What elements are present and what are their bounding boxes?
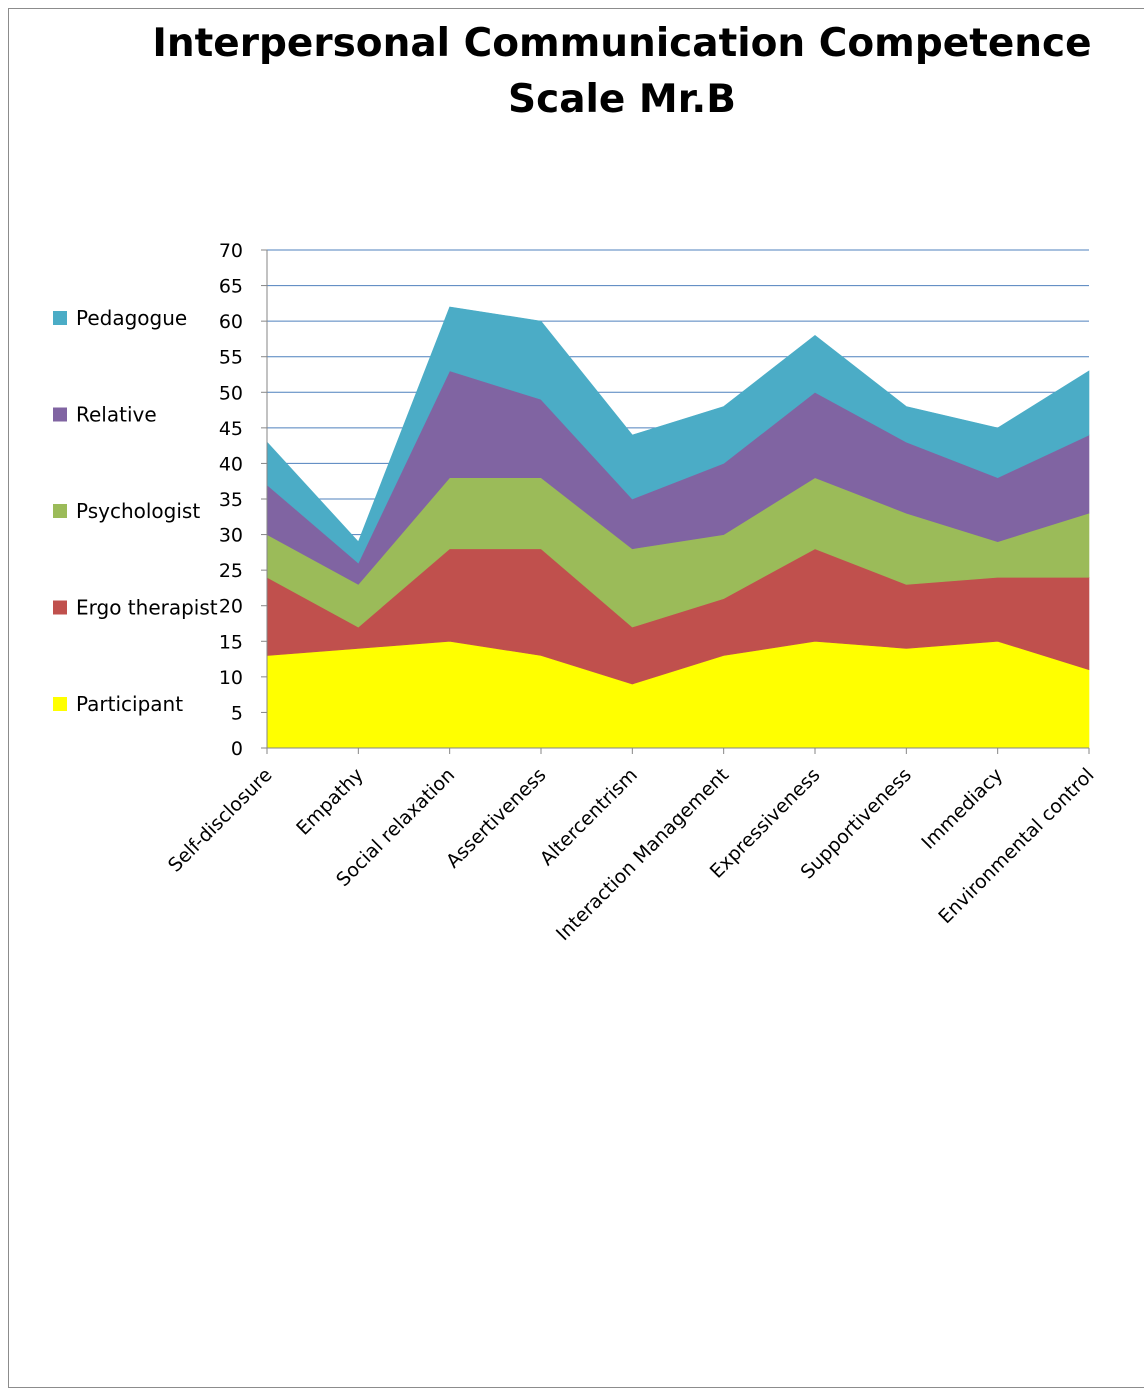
y-axis-ticks: 0 5 10 15 20 25 30 35 40 45 50 55 60 65 70	[219, 240, 243, 760]
legend-label: Psychologist	[76, 499, 200, 523]
chart-title-line-2: Scale Mr.B	[508, 77, 736, 122]
legend-swatch	[53, 407, 67, 422]
axes	[261, 249, 1090, 754]
legend-item: Ergo therapist	[53, 596, 218, 620]
y-tick-label: 35	[219, 489, 243, 511]
y-tick-label: 65	[219, 276, 243, 298]
y-tick-label: 20	[219, 596, 243, 618]
legend-swatch	[53, 311, 67, 325]
legend-label: Ergo therapist	[76, 596, 218, 620]
area-pedagogue	[266, 306, 1090, 564]
legend-label: Pedagogue	[76, 306, 187, 330]
y-tick-label: 50	[219, 382, 243, 404]
legend-swatch	[53, 697, 67, 711]
x-tick-label: Altercentrism	[536, 764, 642, 870]
y-tick-label: 55	[219, 347, 243, 369]
y-tick-label: 70	[219, 240, 243, 262]
x-tick-label: Interaction Management	[552, 764, 733, 945]
x-tick-label: Immediacy	[917, 764, 1007, 854]
legend-swatch	[53, 600, 67, 615]
y-tick-label: 25	[219, 560, 243, 582]
legend-item: Relative	[53, 403, 157, 427]
y-tick-label: 15	[219, 631, 243, 653]
y-tick-label: 30	[219, 525, 243, 547]
legend-item: Participant	[53, 692, 183, 716]
chart-title: Interpersonal Communication Competence S…	[0, 16, 1144, 128]
legend-item: Psychologist	[53, 499, 200, 523]
legend-item: Pedagogue	[53, 306, 187, 330]
x-tick-label: Environmental control	[934, 764, 1098, 928]
y-tick-label: 10	[219, 667, 243, 689]
y-tick-label: 5	[231, 702, 243, 724]
area-series	[266, 306, 1090, 749]
x-tick-label: Empathy	[292, 764, 368, 840]
y-tick-label: 40	[219, 453, 243, 475]
legend-swatch	[53, 504, 67, 518]
x-tick-label: Self-disclosure	[164, 764, 277, 877]
legend-label: Relative	[76, 403, 157, 427]
legend-label: Participant	[76, 692, 183, 716]
y-tick-label: 0	[231, 738, 243, 760]
legend: Pedagogue Relative Psychologist Ergo therap…	[53, 306, 218, 716]
chart-title-line-1: Interpersonal Communication Competence	[152, 21, 1092, 66]
y-tick-label: 60	[219, 311, 243, 333]
y-tick-label: 45	[219, 418, 243, 440]
